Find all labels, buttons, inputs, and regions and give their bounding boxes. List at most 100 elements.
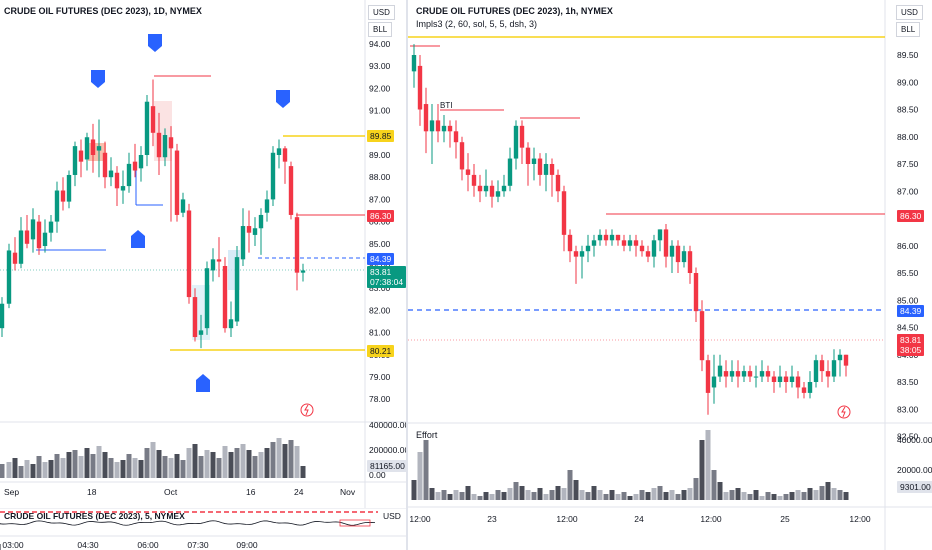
right-candle <box>759 371 765 377</box>
signal-marker-icon[interactable] <box>148 34 162 52</box>
right-indicator-label[interactable]: Impls3 (2, 60, sol, 5, 5, dsh, 3) <box>416 19 538 29</box>
right-volume-bar <box>447 494 453 500</box>
left-volume-bar <box>288 440 294 478</box>
right-unit-button[interactable]: BLL <box>896 22 921 37</box>
right-candle <box>549 164 555 175</box>
left-candle <box>90 139 96 155</box>
left-price-tick: 82.00 <box>369 305 391 315</box>
right-volume-tick: 40000.00 <box>897 435 932 445</box>
left-volume-bar <box>300 466 306 478</box>
right-volume-bar <box>477 496 483 500</box>
right-candle <box>747 371 753 377</box>
right-volume-bar <box>615 494 621 500</box>
flash-icon[interactable] <box>837 405 851 419</box>
right-volume-bar <box>795 490 801 500</box>
left-volume-bar <box>294 446 300 478</box>
right-volume-bar <box>657 486 663 500</box>
right-volume-bar <box>531 492 537 500</box>
right-volume-bar <box>831 488 837 500</box>
bti-annotation: BTI <box>440 101 453 110</box>
flash-icon-glyph <box>841 406 846 418</box>
signal-marker-icon[interactable] <box>91 70 105 88</box>
right-volume-bar <box>609 490 615 500</box>
left-candle <box>102 152 108 178</box>
flash-icon[interactable] <box>300 403 314 417</box>
right-candle <box>705 360 711 393</box>
left-volume-bar <box>228 452 234 478</box>
mini-chart-pane[interactable]: 03:00 04:30 06:00 07:30 09:00 CRUDE OIL FUTU… <box>0 508 406 550</box>
right-volume-bar <box>507 488 513 500</box>
pane-divider[interactable] <box>406 0 408 550</box>
right-candle <box>669 245 675 257</box>
left-candle <box>156 132 162 158</box>
right-volume-bar <box>687 488 693 500</box>
left-candle <box>36 221 42 249</box>
left-volume-bar <box>24 460 30 478</box>
right-price-tick: 87.00 <box>897 186 919 196</box>
left-candle <box>54 190 60 222</box>
left-candle <box>210 259 216 271</box>
left-volume-tick: 0.00 <box>369 470 386 480</box>
right-currency-button[interactable]: USD <box>896 5 923 20</box>
mini-time-label: 07:30 <box>187 540 209 550</box>
left-volume-bar <box>72 450 78 478</box>
left-chart-canvas[interactable]: 94.0093.0092.0091.0090.0089.0088.0087.00… <box>0 0 406 508</box>
right-candle <box>831 360 837 377</box>
signal-marker-icon[interactable] <box>196 374 210 392</box>
mini-time-label: 03:00 <box>2 540 24 550</box>
right-time-label: 12:00 <box>556 514 578 524</box>
right-price-tick: 88.00 <box>897 132 919 142</box>
right-candle <box>615 234 621 241</box>
right-candle <box>597 234 603 241</box>
mini-price-line <box>0 520 376 526</box>
right-candle <box>687 251 693 273</box>
right-volume-bar <box>813 490 819 500</box>
left-price-tick: 91.00 <box>369 106 391 116</box>
right-price-tick: 88.50 <box>897 105 919 115</box>
left-volume-bar <box>198 456 204 478</box>
right-chart-canvas[interactable]: 89.5089.0088.5088.0087.5087.0086.5086.00… <box>408 0 932 550</box>
mini-highlight <box>339 519 371 527</box>
right-volume-bar <box>423 440 429 500</box>
right-candle <box>651 240 657 257</box>
right-volume-bar <box>669 490 675 500</box>
right-candle <box>657 229 663 241</box>
right-candle <box>477 185 483 192</box>
right-volume-bar <box>759 496 765 500</box>
left-volume-bar <box>66 452 72 478</box>
left-volume-bar <box>234 448 240 478</box>
signal-marker-icon[interactable] <box>276 90 290 108</box>
right-candle <box>627 240 633 246</box>
left-volume-bar <box>126 454 132 478</box>
left-unit-button[interactable]: BLL <box>368 22 393 37</box>
left-volume-bar <box>36 456 42 478</box>
left-chart-pane[interactable]: 94.0093.0092.0091.0090.0089.0088.0087.00… <box>0 0 406 508</box>
left-price-tick: 94.00 <box>369 39 391 49</box>
right-candle <box>417 65 423 110</box>
left-candle <box>66 174 72 202</box>
left-volume-bar <box>174 454 180 478</box>
right-volume-bar <box>735 488 741 500</box>
left-candle <box>270 152 276 200</box>
left-candle <box>246 226 252 233</box>
right-volume-bar <box>783 494 789 500</box>
right-volume-bar <box>525 490 531 500</box>
right-volume-bar <box>429 488 435 500</box>
signal-marker-icon[interactable] <box>131 230 145 248</box>
left-candle <box>78 150 84 162</box>
mini-chart-canvas[interactable]: 03:00 04:30 06:00 07:30 09:00 <box>0 508 406 550</box>
left-volume-bar <box>252 456 258 478</box>
right-volume-bar <box>543 494 549 500</box>
right-volume-bar <box>549 490 555 500</box>
right-volume-bar <box>711 470 717 500</box>
right-candle <box>483 185 489 192</box>
left-candle <box>72 146 78 175</box>
right-volume-tag: 9301.00 <box>897 481 932 493</box>
left-red-tag: 86.30 <box>367 210 395 222</box>
left-price-tick: 93.00 <box>369 61 391 71</box>
left-candle <box>216 259 222 262</box>
right-price-tick: 86.00 <box>897 241 919 251</box>
mini-currency-label[interactable]: USD <box>383 511 401 521</box>
left-currency-button[interactable]: USD <box>368 5 395 20</box>
right-chart-pane[interactable]: 89.5089.0088.5088.0087.5087.0086.5086.00… <box>408 0 932 550</box>
